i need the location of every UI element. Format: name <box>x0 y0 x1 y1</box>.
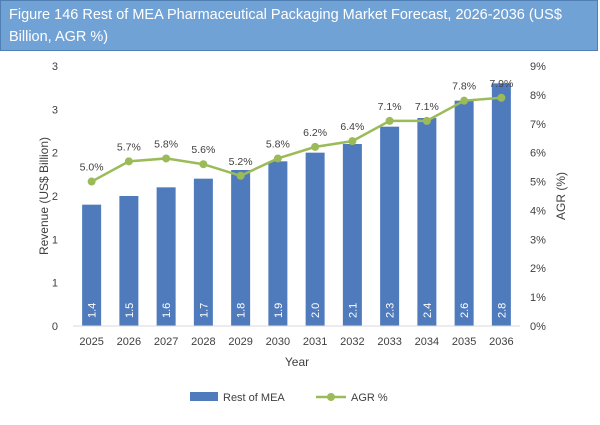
x-tick-label: 2035 <box>452 336 476 348</box>
x-tick-label: 2026 <box>117 336 141 348</box>
agr-point <box>422 116 431 125</box>
bar-data-label: 1.6 <box>161 303 173 318</box>
agr-data-label: 5.6% <box>191 144 215 156</box>
bar <box>156 187 176 326</box>
bar <box>193 178 213 326</box>
agr-point <box>385 116 394 125</box>
agr-point <box>273 154 282 163</box>
bar-data-label: 1.4 <box>87 303 99 318</box>
legend-swatch-marker <box>327 393 335 401</box>
bar-data-label: 1.8 <box>236 303 248 318</box>
y-tick-label: 1 <box>52 234 58 246</box>
bar-data-label: 2.1 <box>347 303 359 318</box>
agr-point <box>497 93 506 102</box>
y-tick-label: 3 <box>52 104 58 116</box>
y2-tick-label: 8% <box>530 90 546 102</box>
bar-data-label: 2.4 <box>422 303 434 318</box>
legend-swatch-bar <box>190 392 218 401</box>
y2-tick-label: 1% <box>530 292 546 304</box>
bar-data-label: 1.5 <box>124 303 136 318</box>
agr-point <box>348 137 357 146</box>
x-tick-label: 2032 <box>340 336 364 348</box>
bar-data-label: 1.7 <box>198 303 210 318</box>
agr-data-label: 5.0% <box>80 162 104 174</box>
title-text: Figure 146 Rest of MEA Pharmaceutical Pa… <box>9 7 562 45</box>
y2-tick-label: 5% <box>530 177 546 189</box>
y-axis-title: Revenue (US$ Billion) <box>37 137 51 255</box>
y2-axis-title: AGR (%) <box>554 172 568 220</box>
bar <box>231 170 251 326</box>
y2-tick-label: 3% <box>530 234 546 246</box>
x-tick-label: 2033 <box>377 336 401 348</box>
x-tick-label: 2028 <box>191 336 215 348</box>
y2-tick-label: 0% <box>530 321 546 333</box>
agr-data-label: 5.7% <box>117 141 141 153</box>
x-tick-label: 2031 <box>303 336 327 348</box>
y-tick-label: 2 <box>52 148 58 160</box>
agr-data-label: 6.2% <box>303 127 327 139</box>
x-tick-label: 2027 <box>154 336 178 348</box>
agr-point <box>199 160 208 169</box>
bar <box>380 126 400 327</box>
y2-tick-label: 4% <box>530 205 546 217</box>
x-tick-label: 2025 <box>79 336 103 348</box>
y2-tick-label: 7% <box>530 119 546 131</box>
agr-point <box>460 96 469 105</box>
y-tick-label: 0 <box>52 321 58 333</box>
bar-data-label: 2.3 <box>385 303 397 318</box>
agr-point <box>124 157 133 166</box>
agr-data-label: 7.1% <box>415 101 439 113</box>
y2-tick-label: 2% <box>530 263 546 275</box>
agr-data-label: 7.8% <box>452 81 476 93</box>
y-tick-label: 2 <box>52 191 58 203</box>
bar <box>342 144 362 326</box>
bar <box>268 161 288 326</box>
x-tick-label: 2036 <box>489 336 513 348</box>
bar-data-label: 1.9 <box>273 303 285 318</box>
agr-data-label: 6.4% <box>340 121 364 133</box>
legend-label-line: AGR % <box>351 392 388 404</box>
bar-data-label: 2.8 <box>496 303 508 318</box>
bar <box>491 83 511 326</box>
agr-data-label: 5.2% <box>229 156 253 168</box>
bar <box>417 118 437 326</box>
bar-data-label: 2.0 <box>310 303 322 318</box>
bar <box>454 100 474 327</box>
bar-data-label: 2.6 <box>459 303 471 318</box>
bar <box>305 152 325 326</box>
x-tick-label: 2029 <box>228 336 252 348</box>
agr-point <box>311 142 320 151</box>
chart-title: Figure 146 Rest of MEA Pharmaceutical Pa… <box>0 0 598 51</box>
bar <box>119 196 139 326</box>
agr-point <box>87 177 96 186</box>
agr-data-label: 7.1% <box>378 101 402 113</box>
legend-label-bar: Rest of MEA <box>223 392 285 404</box>
y2-tick-label: 9% <box>530 61 546 73</box>
agr-data-label: 7.9% <box>489 78 513 90</box>
bar <box>82 204 102 326</box>
x-axis-title: Year <box>285 355 309 369</box>
x-tick-label: 2030 <box>266 336 290 348</box>
agr-data-label: 5.8% <box>154 138 178 150</box>
y-tick-label: 3 <box>52 61 58 73</box>
agr-data-label: 5.8% <box>266 138 290 150</box>
agr-line <box>91 96 502 183</box>
y2-tick-label: 6% <box>530 148 546 160</box>
agr-point <box>236 171 245 180</box>
y-tick-label: 1 <box>52 278 58 290</box>
agr-point <box>162 154 171 163</box>
x-tick-label: 2034 <box>415 336 439 348</box>
